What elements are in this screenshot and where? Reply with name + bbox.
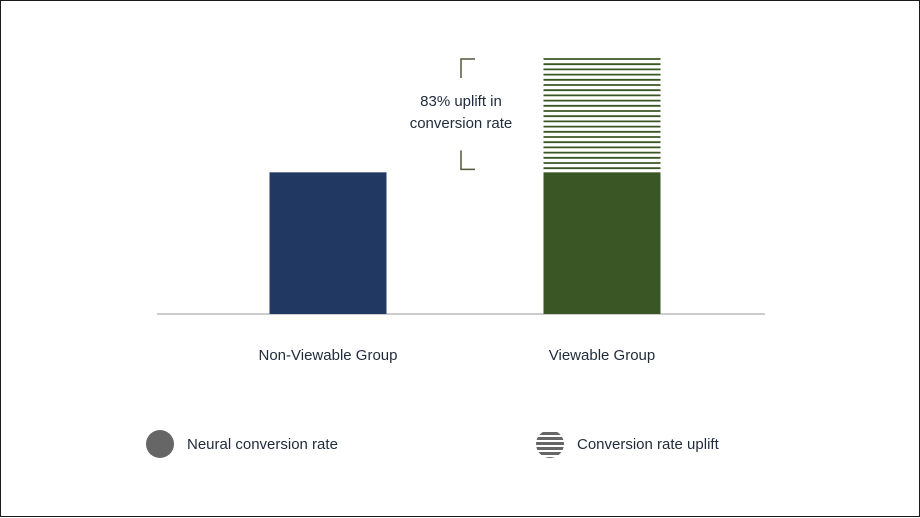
x-tick-label-non-viewable: Non-Viewable Group (258, 347, 398, 364)
striped-circle-icon (536, 432, 564, 458)
bar-uplift-viewable (543, 58, 661, 170)
legend-stripe (536, 437, 564, 440)
legend-stripe (536, 447, 564, 450)
legend-label-neural-conversion-rate: Neural conversion rate (187, 435, 338, 453)
uplift-bracket-top (460, 58, 475, 78)
legend-item-conversion-rate-uplift: Conversion rate uplift (535, 429, 719, 459)
bar-neural-viewable (543, 172, 661, 314)
filled-circle-icon (146, 430, 174, 458)
legend-stripe (536, 432, 564, 435)
legend-stripe (536, 452, 564, 455)
legend-label-conversion-rate-uplift: Conversion rate uplift (577, 435, 719, 453)
legend-item-neural-conversion-rate: Neural conversion rate (145, 429, 338, 459)
uplift-bracket-bottom (460, 150, 475, 171)
uplift-bracket (460, 58, 475, 171)
legend-stripe (536, 442, 564, 445)
x-tick-label-viewable: Viewable Group (548, 347, 656, 364)
legend-stripe (536, 457, 564, 458)
uplift-annotation-line-1: 83% uplift in (420, 93, 502, 110)
bar-neural-non-viewable (269, 172, 387, 314)
uplift-annotation-line-2: conversion rate (409, 115, 513, 132)
